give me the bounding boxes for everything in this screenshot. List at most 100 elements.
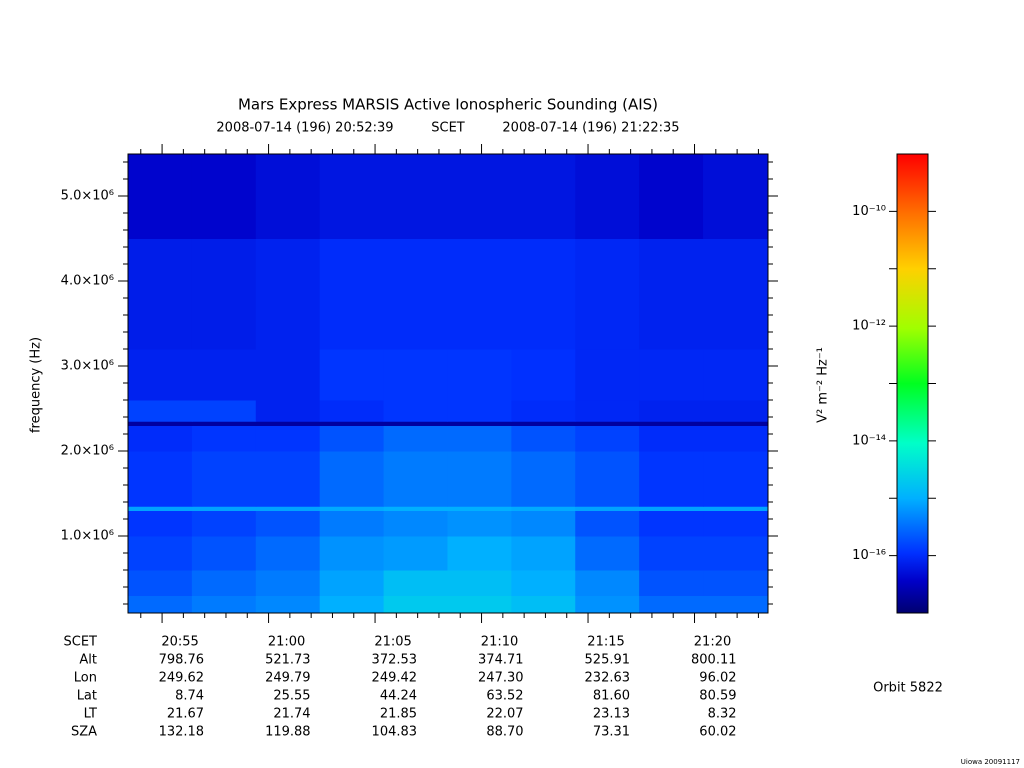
ephemeris-value: 60.02 [699,725,736,740]
heatmap-cell [191,450,257,507]
y-tick-label: 1.0×10⁶ [61,528,114,543]
x-tick-label: 20:55 [161,635,198,650]
heatmap-cell [575,399,640,422]
footer: Uiowa 20091117 [961,758,1020,766]
heatmap-cell [639,535,704,571]
x-tick-label: 21:10 [481,635,518,650]
heatmap-cell [703,595,769,614]
ephemeris-label: Lon [74,671,97,686]
heatmap-cell [575,238,640,350]
heatmap-cell [191,535,257,571]
heatmap-cell [383,154,448,239]
heatmap-cell [639,348,704,401]
heatmap-cell [319,506,385,511]
ephemeris-value: 232.63 [585,671,631,686]
heatmap-cell [447,535,512,571]
heatmap-cell [319,510,385,537]
heatmap-cell [383,595,448,614]
heatmap-cell [511,421,576,426]
plot-frame [127,153,769,614]
heatmap-cell [191,510,257,537]
heatmap-cell [639,595,704,614]
heatmap-cell [703,450,769,507]
subtitle-start: 2008-07-14 (196) 20:52:39 [216,121,393,136]
ephemeris-value: 21.67 [167,707,204,722]
ephemeris-label: SCET [64,635,98,650]
heatmap-cell [319,595,385,614]
heatmap-cell [383,450,448,507]
heatmap-cell [575,595,640,614]
colorbar-tick-label: 10⁻¹⁶ [852,548,886,563]
ephemeris-value: 22.07 [486,707,523,722]
heatmap-cell [319,425,385,452]
heatmap-cell [128,425,193,452]
heatmap-cell [511,506,576,511]
ephemeris-value: 63.52 [486,689,523,704]
heatmap-cell [639,154,704,239]
ephemeris-value: 798.76 [159,653,205,668]
heatmap-cell [511,348,576,401]
heatmap-cell [191,399,257,422]
y-tick-label: 4.0×10⁶ [61,273,114,288]
heatmap-cell [191,348,257,401]
heatmap-cell [128,238,193,350]
heatmap-cell [703,421,769,426]
heatmap-cell [639,425,704,452]
heatmap-cell [319,421,385,426]
ephemeris-value: 81.60 [593,689,630,704]
ephemeris-value: 372.53 [372,653,418,668]
heatmap-cell [191,238,257,350]
subtitle-end: 2008-07-14 (196) 21:22:35 [502,121,679,136]
ephemeris-value: 249.62 [159,671,205,686]
heatmap-cell [128,421,193,426]
heatmap-cell [255,506,321,511]
ephemeris-value: 247.30 [478,671,524,686]
ephemeris-value: 119.88 [265,725,311,740]
ephemeris-value: 249.42 [372,671,418,686]
heatmap-cell [255,569,321,596]
heatmap-cell [447,399,512,422]
heatmap-cell [447,506,512,511]
heatmap-cell [639,450,704,507]
heatmap-cell [319,154,385,239]
y-tick-label: 2.0×10⁶ [61,443,114,458]
heatmap-cell [319,569,385,596]
heatmap-cell [383,510,448,537]
heatmap-cell [703,238,769,350]
heatmap-cell [255,421,321,426]
colorbar-label: V² m⁻² Hz⁻¹ [816,347,831,423]
ephemeris-label: SZA [71,725,97,740]
heatmap-cell [383,569,448,596]
colorbar [896,153,929,614]
heatmap-cell [447,238,512,350]
ephemeris-label: LT [84,707,97,722]
heatmap-cell [575,348,640,401]
x-tick-label: 21:00 [268,635,305,650]
heatmap-cell [255,450,321,507]
heatmap-cell [511,154,576,239]
heatmap-cell [703,154,769,239]
heatmap-cell [128,535,193,571]
heatmap-cell [128,595,193,614]
heatmap-cell [128,348,193,401]
heatmap-cell [255,425,321,452]
heatmap-cell [575,510,640,537]
heatmap-cell [447,348,512,401]
heatmap-cell [128,510,193,537]
colorbar-tick-label: 10⁻¹² [852,319,886,334]
heatmap-cell [703,399,769,422]
heatmap-cell [639,238,704,350]
heatmap-cell [191,595,257,614]
heatmap-cell [255,535,321,571]
heatmap-cell [383,535,448,571]
heatmap-cell [703,535,769,571]
x-tick-label: 21:05 [374,635,411,650]
ephemeris-value: 44.24 [380,689,417,704]
heatmap-cell [575,535,640,571]
heatmap-cell [639,421,704,426]
heatmap-cell [511,535,576,571]
heatmap-cell [575,569,640,596]
heatmap-cell [128,569,193,596]
heatmap-cell [255,595,321,614]
